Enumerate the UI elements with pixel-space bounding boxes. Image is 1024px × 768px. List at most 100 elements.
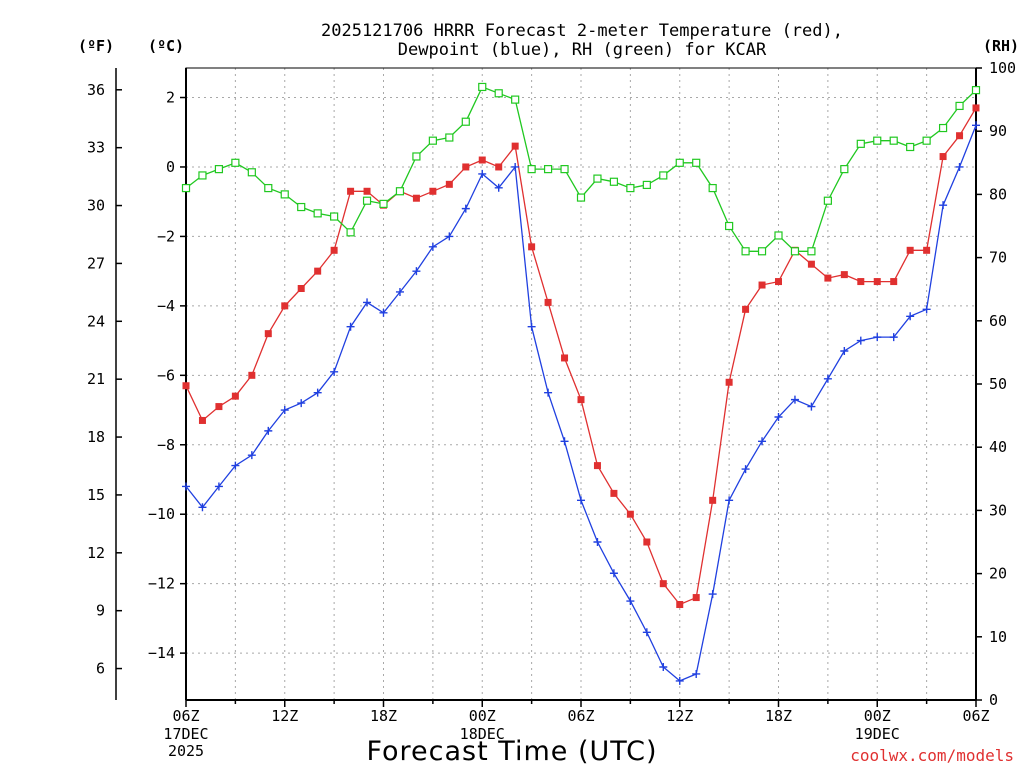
rh-point <box>774 231 783 240</box>
rh-point <box>659 171 668 180</box>
rh-point <box>280 190 289 199</box>
temperature-point <box>363 187 371 195</box>
fahrenheit-tick-label: 33 <box>87 139 105 157</box>
rh-point <box>330 212 339 221</box>
dewpoint-point <box>708 590 717 599</box>
celsius-unit-label: (ºC) <box>148 37 184 55</box>
rh-tick-label: 80 <box>989 185 1007 203</box>
temperature-point <box>544 298 552 306</box>
rh-tick-label: 10 <box>989 628 1007 646</box>
dewpoint-point <box>955 162 964 171</box>
celsius-tick-label: −8 <box>157 436 175 454</box>
temperature-point <box>610 489 618 497</box>
rh-point <box>214 165 224 174</box>
celsius-tick-label: −4 <box>157 297 175 315</box>
dewpoint-point <box>214 482 223 491</box>
dewpoint-point <box>807 402 816 411</box>
rh-point <box>906 142 915 152</box>
rh-point <box>297 202 306 212</box>
dewpoint-point <box>659 663 668 672</box>
fahrenheit-tick-label: 36 <box>87 81 105 99</box>
rh-point <box>971 86 981 95</box>
dewpoint-point <box>544 388 553 397</box>
fahrenheit-tick-label: 21 <box>87 370 105 388</box>
rh-point <box>247 168 256 177</box>
rh-point <box>412 152 421 161</box>
fahrenheit-tick-label: 18 <box>87 428 105 446</box>
rh-point <box>527 165 536 174</box>
fahrenheit-tick-label: 27 <box>87 254 105 272</box>
rh-point <box>757 247 767 256</box>
fahrenheit-tick-label: 30 <box>87 197 105 215</box>
plot-frame <box>185 67 977 701</box>
dewpoint-point <box>264 426 273 435</box>
rh-point <box>231 158 240 167</box>
rh-point <box>593 174 602 183</box>
rh-point <box>346 228 355 237</box>
rh-point <box>692 158 701 167</box>
time-tick-label: 00Z <box>469 707 496 725</box>
temperature-point <box>264 330 272 338</box>
temperature-point <box>775 278 782 286</box>
dewpoint-point <box>494 183 503 192</box>
temperature-point <box>577 396 585 404</box>
temperature-point <box>429 187 437 195</box>
rh-point <box>511 95 520 104</box>
chart-title-line-2: Dewpoint (blue), RH (green) for KCAR <box>398 40 767 60</box>
temperature-point <box>330 246 338 254</box>
celsius-tick-label: −6 <box>157 366 175 384</box>
chart-title-line-1: 2025121706 HRRR Forecast 2-meter Tempera… <box>321 21 843 41</box>
fahrenheit-tick-label: 9 <box>96 602 105 620</box>
temperature-point <box>807 260 815 268</box>
rh-point <box>922 136 931 145</box>
dewpoint-point <box>675 676 684 685</box>
dewpoint-point <box>840 347 849 356</box>
rh-point <box>478 82 487 92</box>
temperature-point <box>593 462 601 470</box>
temperature-point <box>742 305 750 313</box>
rh-point <box>856 139 865 148</box>
rh-point <box>543 165 553 174</box>
x-axis-label: Forecast Time (UTC) <box>366 736 657 767</box>
dewpoint-point <box>297 399 306 408</box>
temperature-point <box>478 156 486 164</box>
fahrenheit-tick-label: 15 <box>87 486 105 504</box>
dewpoint-point <box>182 482 190 491</box>
temperature-point <box>314 267 322 275</box>
time-tick-date-label: 17DEC <box>163 725 208 743</box>
dewpoint-point <box>247 451 256 460</box>
rh-point <box>741 247 750 256</box>
axes <box>115 67 982 707</box>
rh-point <box>873 136 882 145</box>
temperature-point <box>297 285 305 293</box>
plot-series <box>181 82 981 685</box>
rh-point <box>823 196 832 205</box>
dewpoint-point <box>609 569 618 578</box>
rh-point <box>264 183 273 193</box>
dewpoint-point <box>626 597 635 606</box>
temperature-point <box>676 601 684 609</box>
time-tick-date-label: 19DEC <box>855 725 900 743</box>
rh-point <box>198 171 207 180</box>
dewpoint-point <box>790 395 799 404</box>
celsius-tick-label: 0 <box>166 158 175 176</box>
rh-point <box>725 221 734 231</box>
fahrenheit-tick-label: 6 <box>96 660 105 678</box>
dewpoint-point <box>593 538 602 546</box>
temperature-point <box>281 302 289 310</box>
dewpoint-point <box>445 232 454 241</box>
dewpoint-point <box>939 201 948 210</box>
dewpoint-point <box>527 322 536 331</box>
time-tick-label: 12Z <box>666 707 693 725</box>
temperature-point <box>873 278 881 286</box>
temperature-point <box>626 510 634 518</box>
temperature-point <box>445 180 453 188</box>
rh-unit-label: (RH) <box>983 37 1019 55</box>
dewpoint-point <box>725 496 734 505</box>
dewpoint-point <box>922 305 931 314</box>
rh-point <box>675 158 684 167</box>
temperature-point <box>692 594 700 602</box>
celsius-tick-label: −2 <box>157 227 175 245</box>
dewpoint-point <box>461 204 470 213</box>
